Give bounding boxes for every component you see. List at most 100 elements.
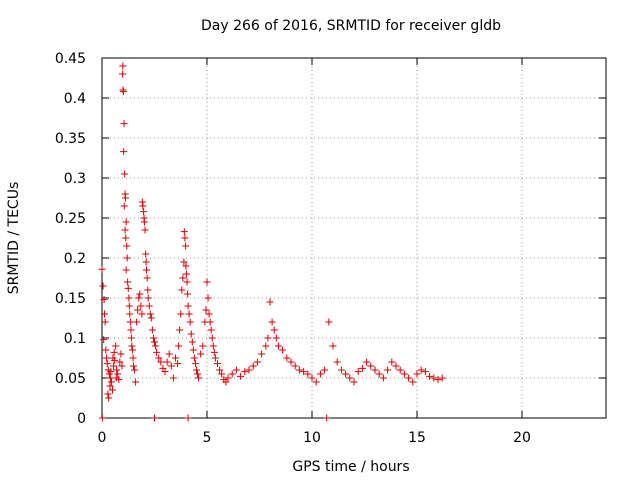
data-point <box>191 360 199 368</box>
data-point <box>203 278 211 286</box>
data-point <box>157 358 165 366</box>
data-point <box>206 318 214 326</box>
data-point <box>124 278 132 286</box>
grid-lines <box>102 58 606 418</box>
data-point <box>434 376 442 384</box>
data-point <box>179 274 187 282</box>
data-point <box>119 88 127 96</box>
data-point <box>117 350 125 358</box>
data-point <box>120 148 128 156</box>
data-point <box>109 354 117 362</box>
data-point <box>421 368 429 376</box>
data-point <box>106 374 114 382</box>
data-point <box>128 342 136 350</box>
data-point <box>143 266 151 274</box>
data-point <box>354 368 362 376</box>
y-tick-label: 0.2 <box>64 251 86 267</box>
data-point <box>194 370 202 378</box>
data-point <box>228 370 236 378</box>
x-axis-ticks: 0 5 10 15 20 <box>98 58 531 446</box>
x-tick-label: 0 <box>98 430 107 446</box>
y-tick-label: 0.4 <box>64 91 86 107</box>
data-point <box>151 414 158 422</box>
data-point <box>204 294 212 302</box>
data-point <box>209 342 217 350</box>
data-point <box>123 242 131 250</box>
data-point <box>181 234 189 242</box>
data-point <box>98 414 106 422</box>
y-tick-label: 0.25 <box>55 211 86 227</box>
y-tick-label: 0.3 <box>64 171 86 187</box>
data-point <box>274 342 282 350</box>
data-point <box>222 378 230 386</box>
data-point <box>120 202 128 210</box>
y-tick-label: 0.05 <box>55 371 86 387</box>
data-point <box>180 228 188 236</box>
data-point <box>153 348 161 356</box>
data-point <box>279 346 287 354</box>
data-point <box>133 318 141 326</box>
data-point <box>266 298 274 306</box>
data-point <box>130 362 137 370</box>
data-point <box>122 234 130 242</box>
data-point <box>176 326 184 334</box>
data-point <box>141 226 149 234</box>
data-point <box>120 120 128 128</box>
data-point <box>241 368 249 376</box>
data-point <box>125 294 133 302</box>
data-points <box>98 62 446 422</box>
x-tick-label: 20 <box>513 430 531 446</box>
data-point <box>224 374 232 382</box>
data-point <box>430 374 438 382</box>
data-point <box>321 366 329 374</box>
data-point <box>182 270 190 278</box>
y-tick-label: 0.45 <box>55 51 86 67</box>
data-point <box>107 378 115 386</box>
data-point <box>187 330 195 338</box>
data-point <box>101 318 109 326</box>
data-point <box>137 302 145 310</box>
data-point <box>186 318 194 326</box>
data-point <box>189 346 197 354</box>
data-point <box>122 194 130 202</box>
data-point <box>119 62 127 70</box>
data-point <box>131 366 139 374</box>
data-point <box>379 374 387 382</box>
data-point <box>287 358 295 366</box>
data-point <box>232 366 240 374</box>
data-point <box>149 334 157 342</box>
data-point <box>146 310 154 318</box>
data-point <box>163 358 171 366</box>
data-point <box>105 394 113 402</box>
y-tick-label: 0.35 <box>55 131 86 147</box>
data-point <box>312 378 320 386</box>
data-point <box>184 302 192 310</box>
data-point <box>165 350 173 358</box>
data-point <box>392 362 400 370</box>
data-point <box>177 310 185 318</box>
data-point <box>128 346 136 354</box>
data-point <box>104 390 112 398</box>
data-point <box>113 366 121 374</box>
data-point <box>140 218 148 226</box>
data-point <box>417 366 425 374</box>
data-point <box>110 348 118 356</box>
data-point <box>121 226 129 234</box>
data-point <box>291 362 299 370</box>
data-point <box>237 372 245 380</box>
data-point <box>350 378 358 386</box>
data-point <box>325 318 333 326</box>
data-point <box>205 310 213 318</box>
data-point <box>409 378 417 386</box>
data-point <box>100 336 108 344</box>
data-point <box>210 348 218 356</box>
data-point <box>100 296 108 304</box>
data-point <box>114 370 122 378</box>
x-axis-label: GPS time / hours <box>292 459 409 475</box>
data-point <box>110 362 118 370</box>
data-point <box>371 366 379 374</box>
data-point <box>183 278 191 286</box>
data-point <box>139 202 147 210</box>
data-point <box>258 350 266 358</box>
